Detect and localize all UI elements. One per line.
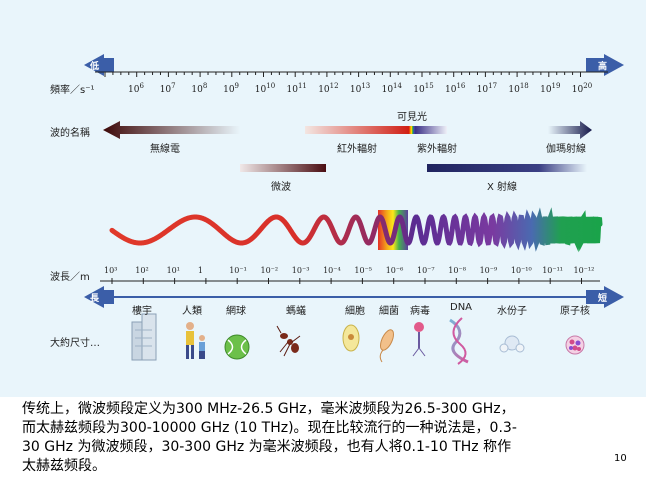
page-number: 10: [614, 453, 627, 464]
frequency-tick-label: 109: [223, 82, 240, 95]
object-label-virus: 病毒: [410, 306, 430, 317]
ultraviolet-band-bar: [415, 126, 447, 134]
wave-name-label: 波的名稱: [50, 128, 90, 139]
tennis-ball-illustration: [224, 334, 250, 360]
wavelength-tick-label: 10⁻⁷: [417, 266, 435, 275]
ultraviolet-band-label: 紫外輻射: [417, 144, 457, 155]
object-label-ant: 螞蟻: [286, 306, 306, 317]
visible-band-bar: [409, 126, 415, 134]
size-arrow-right-head: [604, 286, 624, 308]
object-label-bacteria: 細菌: [379, 306, 399, 317]
size-long-label: 長: [90, 294, 100, 304]
wavelength-tick-label: 10⁻¹²: [573, 266, 595, 275]
wavelength-tick-label: 10²: [135, 266, 149, 275]
bacteria-illustration: [379, 329, 394, 363]
frequency-tick-label: 1020: [571, 82, 593, 95]
infrared-band-bar: [305, 126, 409, 134]
frequency-tick-label: 1019: [540, 82, 561, 95]
object-label-cell: 細胞: [345, 306, 365, 317]
wavelength-tick-label: 10¹: [166, 266, 180, 275]
frequency-tick-label: 1013: [349, 82, 371, 95]
arrow-right-head: [604, 54, 624, 76]
frequency-ticks: [104, 72, 581, 77]
frequency-low-label: 低: [90, 62, 100, 72]
caption-text: 传统上，微波频段定义为300 MHz-26.5 GHz，毫米波频段为26.5-3…: [22, 400, 622, 476]
em-wave: [109, 207, 603, 253]
frequency-tick-label: 1011: [286, 82, 307, 95]
human-illustration: [186, 322, 205, 359]
wavelength-tick-label: 10⁻¹¹: [542, 266, 564, 275]
object-label-water-molecule: 水份子: [497, 306, 527, 317]
frequency-axis-label: 頻率／s⁻¹: [50, 85, 95, 96]
frequency-tick-label: 1014: [381, 82, 402, 95]
frequency-tick-label: 1010: [254, 82, 276, 95]
frequency-tick-label: 1015: [413, 82, 434, 95]
caption-line-3: 30 GHz 为微波频段，30-300 GHz 为毫米波频段，也有人将0.1-1…: [22, 439, 512, 455]
xray-band-bar: [427, 164, 587, 172]
size-arrow: [84, 286, 624, 308]
size-short-label: 短: [598, 294, 608, 304]
frequency-tick-label: 1012: [318, 82, 339, 95]
wavelength-tick-label: 10⁻¹: [229, 266, 247, 275]
object-label-building: 樓宇: [132, 306, 152, 317]
wavelength-axis-label: 波長／m: [50, 272, 90, 283]
microwave-band-bar: [240, 164, 326, 172]
spectrum-diagram-graphics: [84, 52, 624, 365]
visible-light-label: 可見光: [397, 112, 427, 123]
frequency-tick-label: 107: [159, 82, 176, 95]
wavelength-tick-label: 10⁻⁴: [323, 266, 341, 275]
wavelength-tick-label: 10⁻⁸: [448, 266, 466, 275]
microwave-band-label: 微波: [271, 182, 291, 193]
radio-band-bar: [103, 121, 240, 139]
caption-line-4: 太赫兹频段。: [22, 458, 106, 474]
nucleus-illustration: [565, 335, 585, 355]
cell-illustration: [342, 324, 360, 352]
frequency-high-label: 高: [598, 62, 608, 72]
frequency-tick-label: 1017: [476, 82, 498, 95]
wavelength-ticks: [111, 278, 582, 284]
frequency-tick-label: 106: [128, 82, 144, 95]
spectrum-diagram-panel: 低 高 長 短 頻率／s⁻¹ 波的名稱 波長／m 大約尺寸… 可見光 無線電 紅…: [0, 0, 646, 397]
gamma-band-bar: [548, 121, 592, 139]
building-illustration: [131, 313, 157, 361]
radio-band-label: 無線電: [150, 144, 180, 155]
caption-line-2: 而太赫兹频段为300-10000 GHz (10 THz)。现在比较流行的一种说…: [22, 420, 517, 436]
object-label-dna: DNA: [450, 302, 473, 313]
frequency-tick-label: 1018: [508, 82, 529, 95]
approx-size-label: 大約尺寸…: [50, 338, 100, 349]
wavelength-tick-label: 10⁻⁵: [354, 266, 372, 275]
caption-line-1: 传统上，微波频段定义为300 MHz-26.5 GHz，毫米波频段为26.5-3…: [22, 401, 515, 417]
gamma-band-label: 伽瑪射線: [546, 144, 586, 155]
object-label-tennis-ball: 網球: [226, 306, 246, 317]
object-label-nucleus: 原子核: [560, 306, 590, 317]
dna-illustration: [449, 317, 469, 365]
frequency-arrow: [84, 52, 624, 76]
virus-illustration: [412, 322, 426, 357]
frequency-tick-label: 108: [191, 82, 208, 95]
frequency-tick-label: 1016: [445, 82, 466, 95]
xray-band-label: X 射線: [487, 182, 518, 193]
wavelength-tick-label: 10⁻⁹: [479, 266, 498, 275]
arrow-left-head: [84, 54, 104, 76]
object-label-human: 人類: [182, 306, 202, 317]
water-molecule-illustration: [499, 335, 525, 353]
size-arrow-left-head: [84, 286, 104, 308]
wavelength-tick-label: 10⁻²: [260, 266, 279, 275]
infrared-band-label: 紅外輻射: [337, 144, 377, 155]
ant-illustration: [276, 325, 301, 357]
wavelength-tick-label: 10⁻³: [291, 266, 310, 275]
wavelength-tick-label: 10⁻¹⁰: [510, 266, 532, 275]
wavelength-tick-label: 10³: [104, 266, 118, 275]
wavelength-tick-label: 10⁻⁶: [385, 266, 404, 275]
wavelength-tick-label: 1: [197, 266, 203, 275]
